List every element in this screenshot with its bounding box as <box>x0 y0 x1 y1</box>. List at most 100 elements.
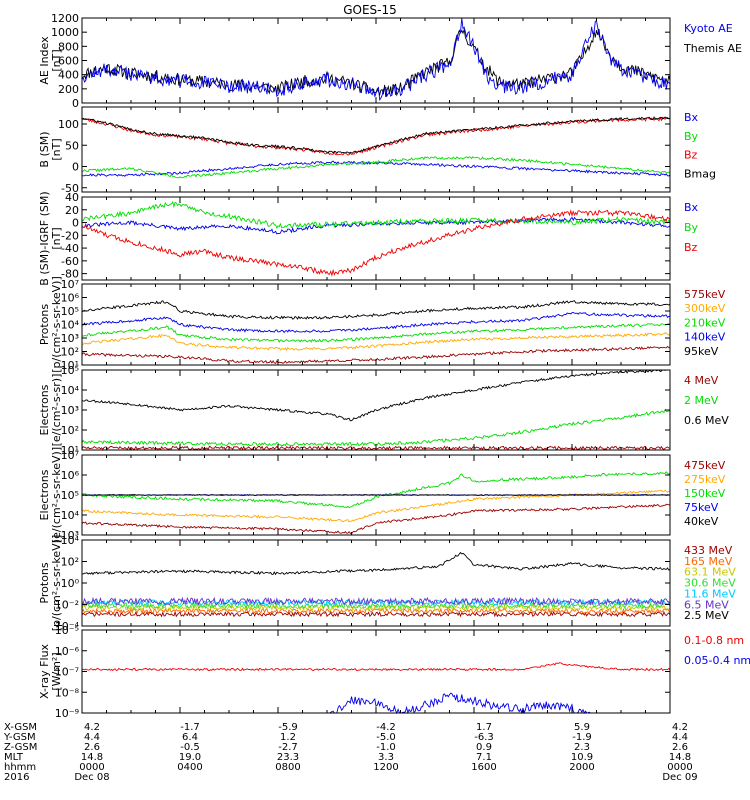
y-tick-label: 10³ <box>61 332 79 345</box>
y-tick-label: 0 <box>72 217 79 230</box>
axis-value: -5.9 <box>278 722 298 733</box>
y-axis-label: Protons <box>38 304 51 345</box>
y-tick-label: -50 <box>61 182 79 195</box>
series-protons-1 <box>81 332 671 352</box>
y-axis-label: [e/(cm²-s-sr-keV)] <box>50 447 63 543</box>
y-tick-label: 10⁶ <box>61 469 80 482</box>
y-tick-label: 10³ <box>61 529 79 542</box>
series-protons_mev-1 <box>81 607 671 615</box>
axis-value: 4.2 <box>672 722 688 733</box>
legend-protons_mev-1: 165 MeV <box>684 555 733 568</box>
axis-value: 4.4 <box>84 732 100 743</box>
axis-value: 5.9 <box>574 722 590 733</box>
axis-value: 2.6 <box>84 742 100 753</box>
y-tick-label: 10⁴ <box>61 509 80 522</box>
legend-protons-2: 210keV <box>684 316 726 329</box>
axis-value: -1.9 <box>572 732 592 743</box>
panel-electrons_mev: 10¹ 10² 10³ 10⁴ 10⁵ Electrons [e/(cm²-s-sr)] 4 … <box>38 364 729 457</box>
legend-electrons_mev-2: 0.6 MeV <box>684 414 729 427</box>
axis-value: 0400 <box>177 762 202 773</box>
y-tick-label: 10⁻⁸ <box>55 686 80 699</box>
axis-value: 14.8 <box>81 752 103 763</box>
panel-frame <box>81 283 671 366</box>
y-tick-label: 10⁴ <box>61 534 80 547</box>
series-electrons_kev-4 <box>81 494 671 496</box>
legend-bsm-2: Bz <box>684 149 698 162</box>
y-axis-label: Protons <box>38 562 51 603</box>
axis-value: 2000 <box>569 762 594 773</box>
series-electrons_kev-2 <box>81 471 671 509</box>
axis-value: -2.7 <box>278 742 298 753</box>
series-protons_mev-2 <box>81 603 671 612</box>
axis-value: -0.5 <box>180 742 200 753</box>
y-tick-label: 10² <box>61 556 79 569</box>
y-tick-label: 200 <box>58 83 79 96</box>
axis-value: 2.6 <box>672 742 688 753</box>
y-tick-label: 100 <box>58 118 79 131</box>
y-tick-label: -80 <box>61 268 79 281</box>
y-axis-label: AE Index <box>38 36 51 85</box>
y-tick-label: 10⁻⁵ <box>55 624 79 637</box>
y-axis-label: [nT] <box>50 227 63 249</box>
y-axis-label: Electrons <box>38 384 51 435</box>
series-bsmigrf-0 <box>81 216 671 235</box>
y-tick-label: 10³ <box>61 404 79 417</box>
legend-xray-1: 0.05-0.4 nm <box>684 654 750 667</box>
legend-electrons_kev-3: 75keV <box>684 501 719 514</box>
legend-electrons_kev-0: 475keV <box>684 459 726 472</box>
axis-value: 1.2 <box>280 732 296 743</box>
y-tick-label: 800 <box>58 40 79 53</box>
legend-protons-4: 95keV <box>684 345 719 358</box>
axis-value: 1200 <box>373 762 398 773</box>
y-tick-label: 10⁴ <box>61 384 80 397</box>
series-bsm-0 <box>81 160 671 177</box>
axis-value: 1.7 <box>476 722 492 733</box>
y-tick-label: 10² <box>61 346 79 359</box>
y-tick-label: 10⁵ <box>61 364 79 377</box>
y-tick-label: 10⁵ <box>61 305 79 318</box>
legend-bsmigrf-0: Bx <box>684 201 699 214</box>
y-axis-label: B (SM) <box>38 131 51 167</box>
axis-value: 0.9 <box>476 742 492 753</box>
y-tick-label: -60 <box>61 255 79 268</box>
y-tick-label: 10⁷ <box>61 449 79 462</box>
panel-frame <box>81 106 671 193</box>
axis-value: -5.0 <box>376 732 396 743</box>
legend-protons_mev-0: 433 MeV <box>684 544 733 557</box>
axis-value: -1.7 <box>180 722 200 733</box>
series-electrons_kev-0 <box>81 503 671 535</box>
legend-bsmigrf-2: Bz <box>684 241 698 254</box>
series-electrons_mev-2 <box>81 369 671 422</box>
series-ae-0 <box>81 28 671 98</box>
axis-row-label: Z-GSM <box>4 742 37 753</box>
plot-title: GOES-15 <box>343 3 397 17</box>
y-tick-label: 10⁴ <box>61 319 80 332</box>
axis-value: 1600 <box>471 762 496 773</box>
legend-protons_mev-5: 6.5 MeV <box>684 598 729 611</box>
y-tick-label: 20 <box>65 204 79 217</box>
legend-electrons_kev-4: 40keV <box>684 515 719 528</box>
y-tick-label: 10⁰ <box>61 577 80 590</box>
series-protons_mev-0 <box>81 610 671 618</box>
series-electrons_mev-1 <box>81 408 671 447</box>
axis-value: 14.8 <box>669 752 691 763</box>
legend-ae-0: Kyoto AE <box>684 22 733 35</box>
series-bsm-2 <box>81 116 670 156</box>
axis-value: 3.3 <box>378 752 394 763</box>
legend-protons-0: 575keV <box>684 288 726 301</box>
legend-xray-0: 0.1-0.8 nm <box>684 634 744 647</box>
axis-value: 4.4 <box>672 732 688 743</box>
series-protons-2 <box>81 323 671 343</box>
y-axis-label: [p/(cm²-s-sr-keV)] <box>50 276 63 373</box>
series-ae-1 <box>81 18 671 102</box>
axis-row-label: Y-GSM <box>3 732 36 743</box>
axis-value: 10.9 <box>571 752 593 763</box>
panel-bsm: -50 0 50 100 B (SM) [nT] Bx By Bz Bmag <box>38 106 716 195</box>
panel-frame <box>81 196 671 281</box>
series-protons_mev-3 <box>81 601 671 610</box>
axis-value: Dec 09 <box>662 772 697 783</box>
